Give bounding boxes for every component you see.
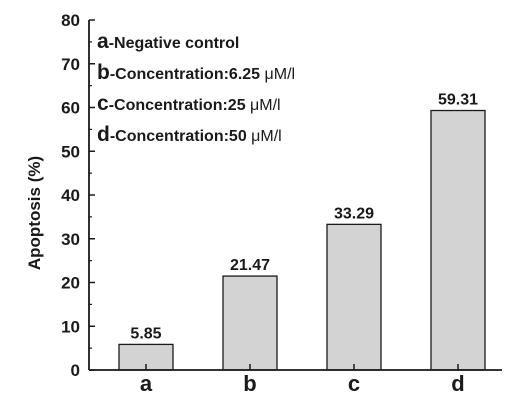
data-label-b: 21.47 (230, 257, 270, 274)
data-label-a: 5.85 (130, 325, 161, 342)
data-labels-group: 5.85 21.47 33.29 59.31 (130, 92, 478, 343)
x-tick-label: a (140, 371, 153, 395)
x-tick-label: c (348, 371, 360, 395)
data-label-c: 33.29 (334, 205, 374, 222)
x-ticks-group: a b c d (140, 364, 465, 395)
y-tick-label: 40 (61, 186, 80, 205)
x-tick-label: b (243, 371, 256, 395)
legend-key: b (97, 61, 110, 84)
y-ticks-group: 0 10 20 30 40 50 60 70 80 (61, 11, 95, 380)
bars-group (118, 109, 486, 371)
legend-key: a (97, 30, 109, 53)
legend-unit: μM/l (250, 97, 281, 114)
y-tick-label: 60 (61, 99, 80, 118)
legend-text: -Concentration:25 (109, 97, 250, 114)
legend-key: d (97, 123, 110, 146)
x-tick-label: d (451, 371, 464, 395)
legend-entry-a: a-Negative control (97, 30, 239, 53)
y-tick-label: 30 (61, 230, 80, 249)
bar-c (326, 223, 382, 371)
y-tick-label: 0 (71, 361, 80, 380)
y-axis-title: Apoptosis (%) (25, 156, 44, 270)
y-tick-label: 10 (61, 317, 80, 336)
y-tick-label: 20 (61, 274, 80, 293)
y-tick-label: 80 (61, 11, 80, 30)
legend-text: -Concentration:6.25 (110, 66, 265, 83)
legend-unit: μM/l (265, 66, 296, 83)
legend-text: -Negative control (109, 35, 240, 52)
bar-b (222, 275, 278, 371)
y-tick-label: 70 (61, 55, 80, 74)
legend-entry-b: b-Concentration:6.25 μM/l (97, 61, 295, 84)
legend-key: c (97, 92, 109, 115)
y-tick-label: 50 (61, 142, 80, 161)
legend: a-Negative control b-Concentration:6.25 μ… (97, 30, 295, 146)
legend-unit: μM/l (251, 128, 282, 145)
legend-entry-c: c-Concentration:25 μM/l (97, 92, 281, 115)
legend-text: -Concentration:50 (110, 128, 251, 145)
bar-d (430, 109, 486, 371)
legend-entry-d: d-Concentration:50 μM/l (97, 123, 282, 146)
data-label-d: 59.31 (438, 92, 478, 109)
